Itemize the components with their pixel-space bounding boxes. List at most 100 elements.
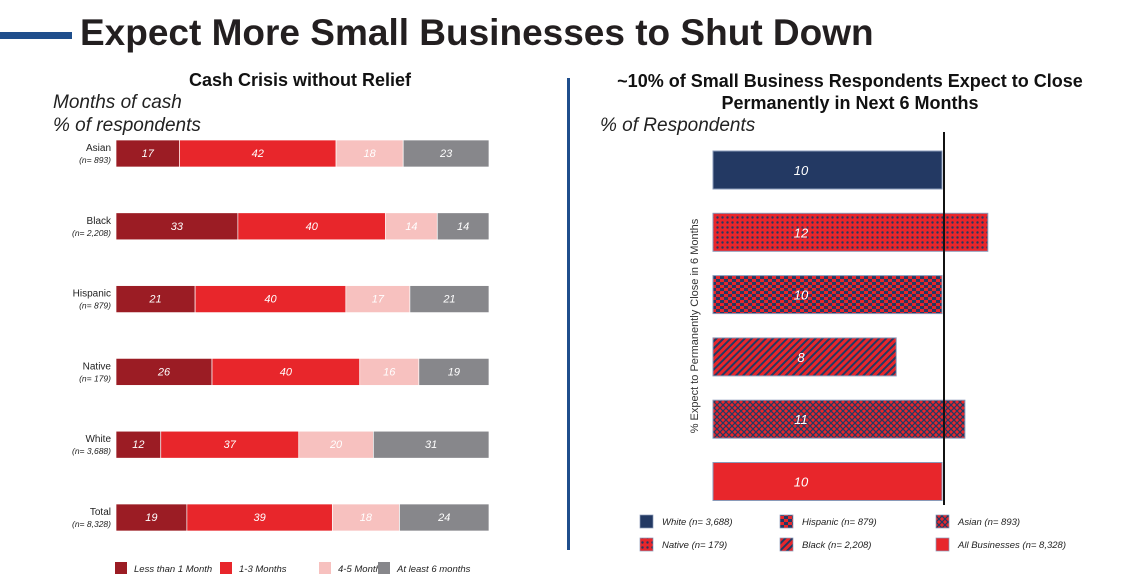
data-label: 33: [171, 221, 184, 233]
category-label: Black: [87, 216, 112, 227]
data-label: 31: [425, 439, 437, 451]
left-subtitle-1: Months of cash: [53, 92, 182, 113]
legend-label: Native (n= 179): [662, 540, 727, 551]
category-label: Hispanic: [73, 289, 111, 300]
data-label: 14: [457, 221, 469, 233]
category-n: (n= 2,208): [72, 228, 111, 238]
category-n: (n= 8,328): [72, 519, 111, 529]
data-label: 10: [794, 288, 809, 303]
legend-label: Hispanic (n= 879): [802, 517, 877, 528]
legend-label: 1-3 Months: [239, 564, 287, 575]
bar-segment: [179, 139, 337, 168]
bar-segment: [186, 503, 333, 532]
legend-swatch: [779, 537, 794, 552]
data-label: 19: [145, 512, 157, 524]
category-label: Native: [83, 361, 112, 372]
legend-swatch: [639, 537, 654, 552]
bar-segment: [115, 503, 188, 532]
bar-segment: [409, 285, 490, 313]
legend-label: 4-5 Months: [338, 564, 386, 575]
bar-segment: [373, 430, 490, 459]
data-label: 21: [148, 294, 161, 306]
data-label: 18: [360, 512, 373, 524]
legend-label: Black (n= 2,208): [802, 540, 871, 551]
data-label: 42: [252, 148, 264, 160]
bar-segment: [331, 503, 400, 532]
divider: [567, 78, 570, 550]
category-label: Asian: [86, 143, 111, 154]
bar-segment: [160, 430, 300, 459]
data-label: 10: [794, 475, 809, 490]
bar-segment: [115, 212, 239, 241]
left-chart-title: Cash Crisis without Relief: [188, 70, 412, 90]
data-label: 16: [383, 366, 396, 378]
data-label: 11: [794, 412, 808, 427]
bar-segment: [385, 212, 438, 241]
y-axis-label: % Expect to Permanently Close in 6 Month…: [689, 218, 701, 433]
category-n: (n= 179): [79, 373, 111, 383]
legend-label: At least 6 months: [396, 564, 471, 575]
bar-white: [712, 150, 943, 190]
bar-segment: [115, 285, 196, 313]
bar-asian: [712, 399, 966, 439]
legend-swatch: [935, 537, 950, 552]
legend-swatch: [378, 562, 390, 574]
data-label: 40: [306, 221, 319, 233]
bar-segment: [399, 503, 490, 532]
legend-label: All Businesses (n= 8,328): [957, 540, 1066, 551]
data-label: 40: [280, 366, 293, 378]
data-label: 37: [224, 439, 237, 451]
data-label: 18: [364, 148, 377, 160]
legend-swatch: [935, 514, 950, 529]
legend-swatch: [115, 562, 127, 574]
bar-native: [712, 212, 989, 252]
data-label: 26: [157, 366, 171, 378]
category-label: Total: [90, 507, 111, 518]
category-label: White: [85, 434, 111, 445]
legend-label: White (n= 3,688): [662, 517, 733, 528]
category-n: (n= 3,688): [72, 446, 111, 456]
bar-hispanic: [712, 275, 943, 315]
data-label: 21: [442, 294, 455, 306]
data-label: 23: [439, 148, 453, 160]
bar-segment: [402, 139, 490, 168]
legend-label: Asian (n= 893): [957, 517, 1020, 528]
bar-segment: [359, 358, 420, 386]
bar-segment: [211, 358, 361, 386]
legend-label: Less than 1 Month: [134, 564, 212, 575]
data-label: 40: [264, 294, 277, 306]
bar-segment: [418, 358, 490, 386]
bar-segment: [345, 285, 411, 313]
category-n: (n= 879): [79, 301, 111, 311]
right-subtitle: % of Respondents: [600, 115, 756, 136]
bar-segment: [298, 430, 374, 459]
title-accent-bar: [0, 32, 72, 39]
bar-segment: [115, 139, 180, 168]
legend-swatch: [220, 562, 232, 574]
legend-swatch: [779, 514, 794, 529]
data-label: 10: [794, 163, 809, 178]
bar-all-businesses: [712, 462, 943, 501]
data-label: 17: [142, 148, 155, 160]
bar-segment: [115, 430, 162, 459]
legend-swatch: [319, 562, 331, 574]
data-label: 8: [797, 350, 805, 365]
data-label: 24: [437, 512, 450, 524]
data-label: 17: [372, 294, 385, 306]
data-label: 14: [405, 221, 417, 233]
bar-segment: [115, 358, 213, 386]
page-title: Expect More Small Businesses to Shut Dow…: [80, 12, 874, 53]
data-label: 12: [132, 439, 144, 451]
data-label: 20: [329, 439, 343, 451]
bar-black: [712, 337, 897, 377]
data-label: 19: [448, 366, 460, 378]
category-n: (n= 893): [79, 155, 111, 165]
right-chart-title: ~10% of Small Business Respondents Expec…: [617, 71, 1083, 113]
left-subtitle-2: % of respondents: [53, 115, 201, 136]
data-label: 12: [794, 225, 809, 240]
legend-swatch: [639, 514, 654, 529]
bar-segment: [335, 139, 404, 168]
bar-segment: [436, 212, 490, 241]
data-label: 39: [253, 512, 265, 524]
